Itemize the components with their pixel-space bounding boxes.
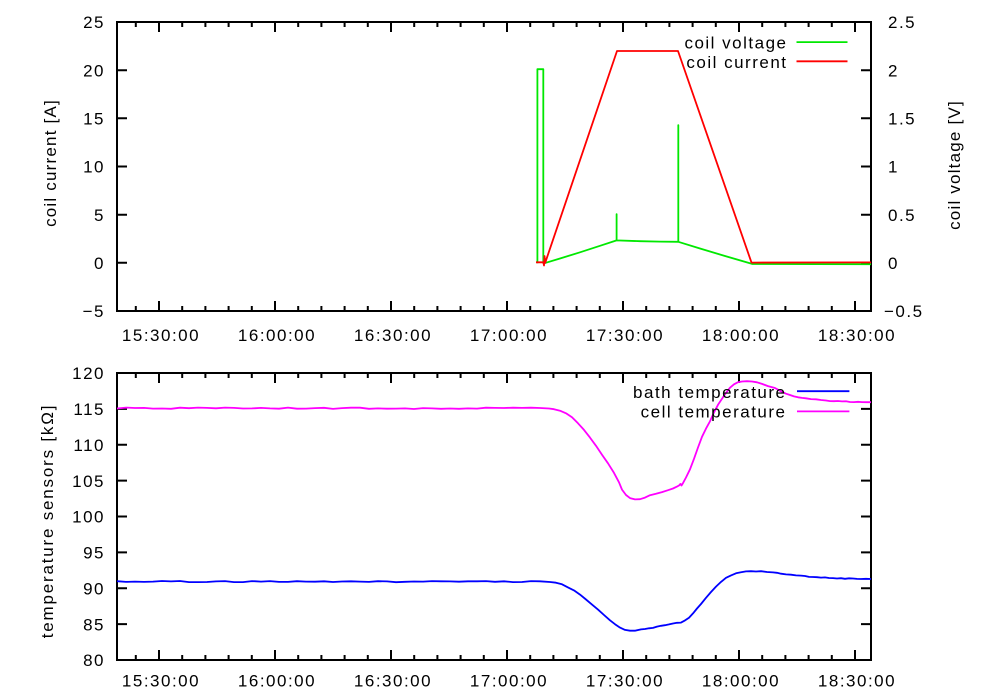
svg-text:85: 85 — [83, 615, 105, 634]
svg-text:coil voltage: coil voltage — [684, 34, 787, 53]
svg-text:2.5: 2.5 — [888, 13, 916, 32]
svg-text:17:30:00: 17:30:00 — [586, 672, 664, 691]
svg-text:120: 120 — [72, 364, 105, 383]
svg-text:20: 20 — [83, 61, 105, 80]
svg-text:17:00:00: 17:00:00 — [470, 326, 548, 345]
svg-text:coil voltage [V]: coil voltage [V] — [945, 100, 964, 230]
svg-text:16:00:00: 16:00:00 — [238, 326, 316, 345]
svg-text:coil current: coil current — [686, 53, 787, 72]
svg-text:16:00:00: 16:00:00 — [238, 672, 316, 691]
svg-text:bath temperature: bath temperature — [633, 383, 786, 402]
svg-text:15:30:00: 15:30:00 — [122, 672, 200, 691]
svg-text:2: 2 — [888, 61, 899, 80]
svg-text:15: 15 — [83, 110, 105, 129]
svg-text:18:00:00: 18:00:00 — [702, 672, 780, 691]
svg-text:temperature sensors [kΩ]: temperature sensors [kΩ] — [38, 404, 57, 638]
svg-text:18:30:00: 18:30:00 — [818, 326, 896, 345]
svg-text:80: 80 — [83, 651, 105, 670]
svg-text:25: 25 — [83, 13, 105, 32]
svg-text:0: 0 — [888, 254, 899, 273]
svg-text:coil current [A]: coil current [A] — [41, 99, 60, 227]
svg-text:1.5: 1.5 — [888, 110, 916, 129]
svg-text:0: 0 — [94, 254, 105, 273]
svg-text:cell temperature: cell temperature — [641, 403, 787, 422]
svg-text:5: 5 — [94, 206, 105, 225]
svg-text:95: 95 — [83, 544, 105, 563]
svg-text:105: 105 — [72, 472, 105, 491]
svg-text:16:30:00: 16:30:00 — [354, 326, 432, 345]
svg-text:16:30:00: 16:30:00 — [354, 672, 432, 691]
svg-text:10: 10 — [83, 158, 105, 177]
svg-text:0.5: 0.5 — [888, 206, 916, 225]
svg-text:18:30:00: 18:30:00 — [818, 672, 896, 691]
svg-text:18:00:00: 18:00:00 — [702, 326, 780, 345]
svg-text:1: 1 — [888, 158, 899, 177]
svg-text:15:30:00: 15:30:00 — [122, 326, 200, 345]
svg-text:−5: −5 — [83, 302, 105, 321]
svg-text:115: 115 — [73, 400, 105, 419]
svg-text:17:00:00: 17:00:00 — [470, 672, 548, 691]
svg-text:90: 90 — [83, 580, 105, 599]
svg-text:17:30:00: 17:30:00 — [586, 326, 664, 345]
svg-text:−0.5: −0.5 — [884, 302, 924, 321]
svg-text:110: 110 — [73, 436, 105, 455]
svg-text:100: 100 — [72, 508, 105, 527]
